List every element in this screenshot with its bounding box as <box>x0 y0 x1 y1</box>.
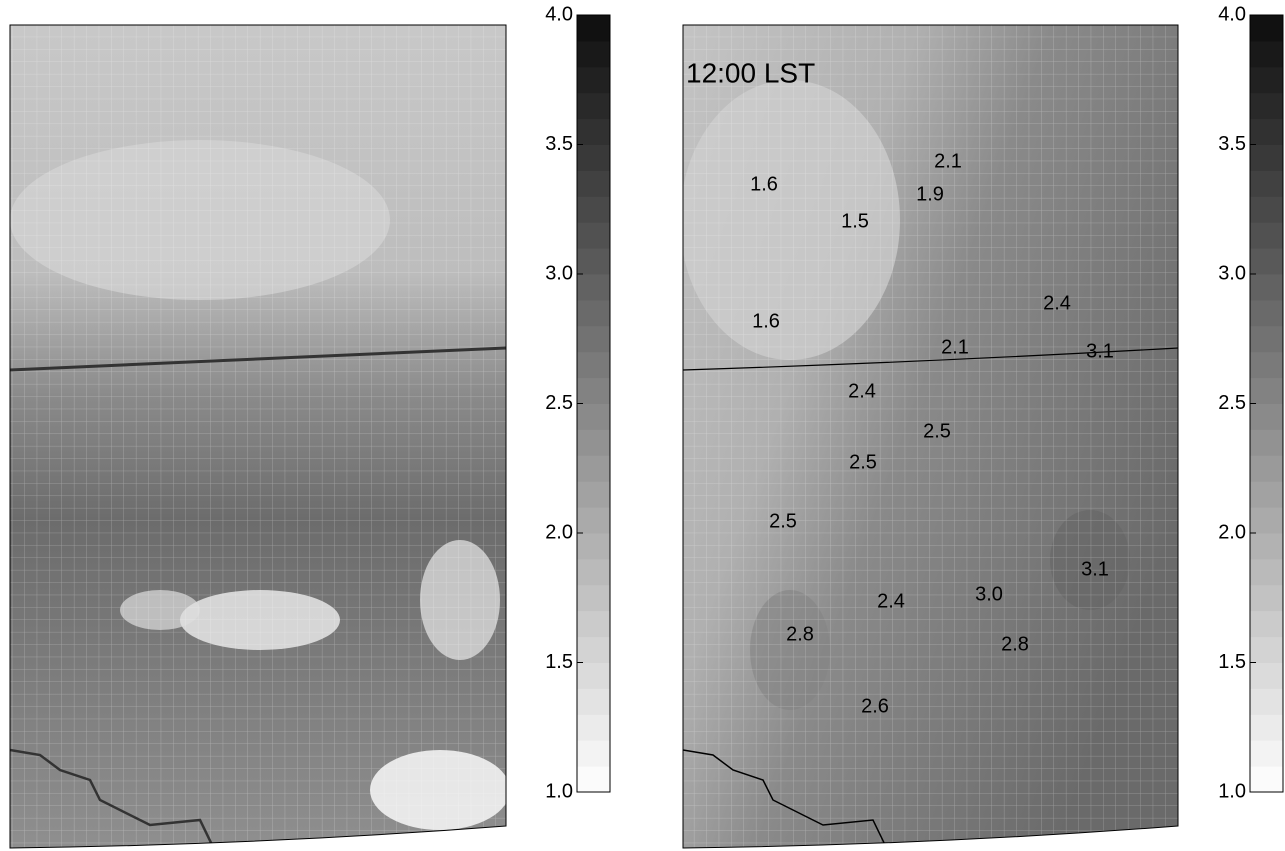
contour-label: 3.1 <box>1086 340 1114 362</box>
colorbar-band <box>1250 636 1283 663</box>
colorbar-band <box>1250 66 1283 94</box>
colorbar-band <box>577 584 610 612</box>
colorbar-band <box>577 507 610 534</box>
colorbar-tick-label: 1.5 <box>1218 651 1246 673</box>
colorbar-tick-label: 2.5 <box>1218 392 1246 414</box>
contour-label: 2.4 <box>1043 292 1071 314</box>
colorbar-band <box>577 351 610 379</box>
contour-label: 1.6 <box>750 173 778 195</box>
colorbar-band <box>1250 325 1283 353</box>
contour-label: 2.5 <box>849 451 877 473</box>
contour-label: 2.1 <box>941 336 969 358</box>
contour-label: 2.1 <box>934 150 962 172</box>
colorbar-band <box>1250 40 1283 68</box>
contour-label: 2.4 <box>877 590 905 612</box>
colorbar-band <box>577 15 610 42</box>
colorbar-band <box>1250 222 1283 249</box>
colorbar-band <box>1250 740 1283 767</box>
colorbar-band <box>1250 92 1283 120</box>
colorbar-band <box>577 533 610 560</box>
colorbar-tick-label: 3.0 <box>1218 262 1246 284</box>
colorbar-band <box>1250 584 1283 612</box>
colorbar-band <box>1250 196 1283 223</box>
colorbar-band <box>1250 766 1283 793</box>
colorbar-band <box>577 481 610 508</box>
colorbar-band <box>577 248 610 275</box>
colorbar-band <box>577 377 610 404</box>
contour-label: 2.8 <box>786 623 814 645</box>
contour-label: 1.9 <box>916 183 944 205</box>
colorbar-tick-label: 4.0 <box>1218 3 1246 25</box>
colorbar-band <box>1250 558 1283 586</box>
contour-label: 1.6 <box>752 310 780 332</box>
colorbar-band <box>577 274 610 301</box>
left-map <box>10 25 506 848</box>
contour-label: 3.0 <box>975 583 1003 605</box>
colorbar-band <box>577 66 610 94</box>
colorbar-band <box>1250 299 1283 327</box>
colorbar-band <box>577 429 610 456</box>
colorbar-band <box>577 170 610 197</box>
contour-label: 2.5 <box>769 510 797 532</box>
colorbar-band <box>577 766 610 793</box>
colorbar-band <box>1250 662 1283 689</box>
colorbar-tick-label: 2.0 <box>1218 521 1246 543</box>
colorbar-band <box>1250 248 1283 275</box>
colorbar-band <box>577 662 610 689</box>
colorbar-band <box>577 222 610 249</box>
colorbar-band <box>1250 170 1283 197</box>
colorbar-band <box>1250 533 1283 560</box>
colorbar-band <box>577 92 610 120</box>
colorbar-band <box>1250 144 1283 171</box>
colorbar-band <box>577 325 610 353</box>
colorbar-band <box>1250 118 1283 145</box>
colorbar-band <box>1250 403 1283 430</box>
time-annotation: 12:00 LST <box>686 57 815 88</box>
colorbar-band <box>577 714 610 741</box>
contour-label: 1.5 <box>841 210 869 232</box>
colorbar-band <box>1250 688 1283 715</box>
colorbar-tick-label: 1.0 <box>545 780 573 802</box>
colorbar-tick-label: 3.0 <box>545 262 573 284</box>
colorbar-band <box>1250 481 1283 508</box>
colorbar-band <box>1250 377 1283 404</box>
colorbar-band <box>577 196 610 223</box>
contour-label: 3.1 <box>1081 558 1109 580</box>
contour-label: 2.8 <box>1001 633 1029 655</box>
right-map <box>683 25 1178 848</box>
colorbar-band <box>577 144 610 171</box>
colorbar-band <box>577 688 610 715</box>
colorbar-band <box>577 636 610 663</box>
colorbar-tick-label: 1.0 <box>1218 780 1246 802</box>
colorbar-band <box>1250 507 1283 534</box>
colorbar-band <box>1250 351 1283 379</box>
colorbar-tick-label: 3.5 <box>1218 133 1246 155</box>
colorbar-band <box>1250 274 1283 301</box>
colorbar-tick-label: 1.5 <box>545 651 573 673</box>
colorbar-band <box>577 40 610 68</box>
colorbar-band <box>577 610 610 638</box>
colorbar-band <box>1250 455 1283 482</box>
colorbar-band <box>577 118 610 145</box>
colorbar-tick-label: 2.0 <box>545 521 573 543</box>
contour-label: 2.5 <box>923 420 951 442</box>
colorbar-band <box>577 455 610 482</box>
colorbar-band <box>1250 15 1283 42</box>
colorbar-band <box>577 299 610 327</box>
colorbar-band <box>1250 714 1283 741</box>
contour-label: 2.4 <box>848 380 876 402</box>
colorbar-band <box>577 403 610 430</box>
colorbar-tick-label: 3.5 <box>545 133 573 155</box>
colorbar-band <box>1250 610 1283 638</box>
contour-label: 2.6 <box>861 695 889 717</box>
colorbar-band <box>577 740 610 767</box>
colorbar-tick-label: 4.0 <box>545 3 573 25</box>
colorbar-tick-label: 2.5 <box>545 392 573 414</box>
colorbar-band <box>577 558 610 586</box>
colorbar-band <box>1250 429 1283 456</box>
